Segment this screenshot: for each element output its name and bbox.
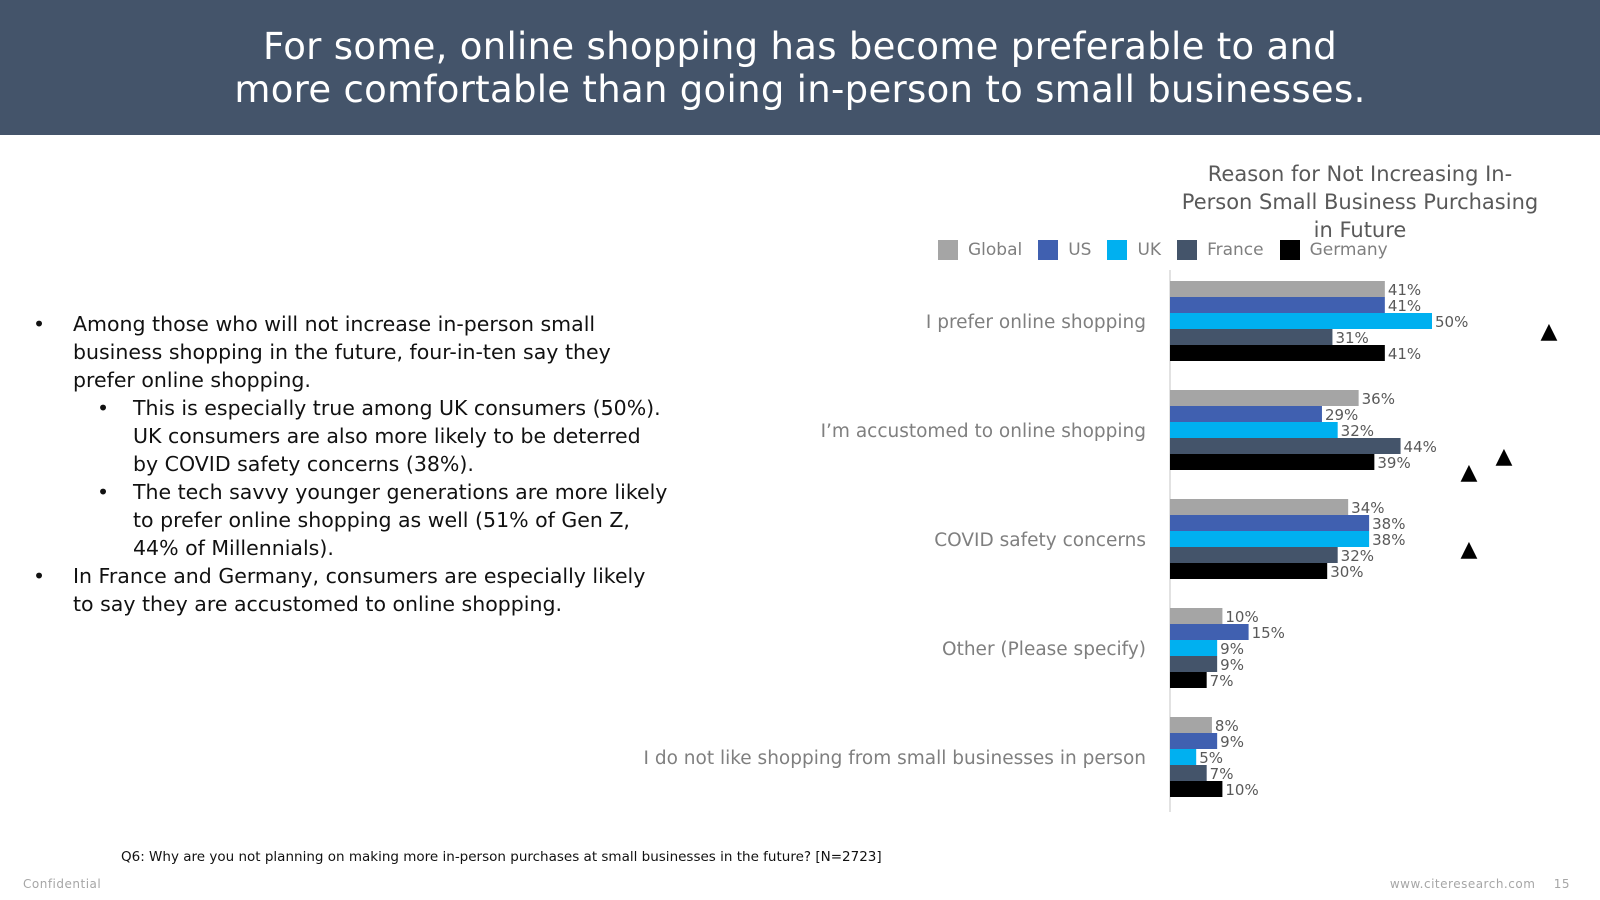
chart-legend: Global US UK France Germany (938, 238, 1404, 262)
data-label: 50% (1435, 313, 1468, 331)
key-findings: Among those who will not increase in-per… (28, 310, 668, 618)
category-label: COVID safety concerns (934, 530, 1146, 551)
bar-germany (1170, 345, 1385, 361)
bar-global (1170, 608, 1223, 624)
bar-germany (1170, 781, 1223, 797)
data-label: 5% (1199, 749, 1223, 767)
legend-label-germany: Germany (1309, 240, 1388, 260)
sub-bullet-1-text: This is especially true among UK consume… (133, 396, 661, 476)
bar-uk (1170, 749, 1197, 765)
significance-marker: ▲ (1461, 460, 1478, 485)
slide-title: For some, online shopping has become pre… (234, 25, 1365, 111)
data-label: 41% (1388, 297, 1421, 315)
data-label: 10% (1225, 781, 1258, 799)
footer-url: www.citeresearch.com (1389, 877, 1536, 891)
data-label: 7% (1210, 765, 1234, 783)
data-label: 41% (1388, 281, 1421, 299)
bar-france (1170, 438, 1401, 454)
legend-label-france: France (1207, 240, 1264, 260)
question-footnote: Q6: Why are you not planning on making m… (121, 849, 882, 865)
bullet-1: Among those who will not increase in-per… (28, 310, 668, 562)
data-label: 31% (1335, 329, 1368, 347)
data-label: 9% (1220, 640, 1244, 658)
data-label: 38% (1372, 531, 1405, 549)
legend-item-france: France (1177, 240, 1264, 260)
bar-global (1170, 717, 1212, 733)
bar-us (1170, 624, 1249, 640)
data-label: 7% (1210, 672, 1234, 690)
bullet-2-text: In France and Germany, consumers are esp… (73, 564, 646, 616)
footer-right: www.citeresearch.com 15 (1390, 877, 1570, 891)
header-banner: For some, online shopping has become pre… (0, 0, 1600, 135)
bar-uk (1170, 531, 1370, 547)
legend-swatch-global (938, 240, 958, 260)
chart-title-line-2: Person Small Business Purchasing (1181, 190, 1539, 214)
slide-title-line-2: more comfortable than going in-person to… (234, 67, 1366, 111)
data-label: 29% (1325, 406, 1358, 424)
legend-swatch-uk (1107, 240, 1128, 260)
bar-france (1170, 765, 1207, 781)
bar-uk (1170, 422, 1338, 438)
legend-label-global: Global (968, 240, 1023, 260)
chart-title-line-1: Reason for Not Increasing In- (1207, 162, 1513, 186)
legend-item-germany: Germany (1279, 240, 1388, 260)
chart-title: Reason for Not Increasing In- Person Sma… (1155, 160, 1565, 244)
bar-global (1170, 499, 1349, 515)
bar-uk (1170, 313, 1432, 329)
data-label: 9% (1220, 656, 1244, 674)
data-label: 36% (1362, 390, 1395, 408)
chart-title-line-3: in Future (1313, 218, 1407, 242)
confidential-label: Confidential (23, 877, 102, 891)
data-label: 15% (1252, 624, 1285, 642)
slide-title-line-1: For some, online shopping has become pre… (262, 24, 1338, 68)
category-label: I’m accustomed to online shopping (821, 421, 1146, 442)
bar-germany (1170, 454, 1375, 470)
bar-global (1170, 390, 1359, 406)
legend-item-us: US (1038, 240, 1091, 260)
bar-global (1170, 281, 1385, 297)
bar-uk (1170, 640, 1218, 656)
data-label: 8% (1215, 717, 1239, 735)
data-label: 32% (1341, 547, 1374, 565)
significance-marker: ▲ (1461, 537, 1478, 562)
data-label: 39% (1377, 454, 1410, 472)
data-label: 10% (1225, 608, 1258, 626)
bar-us (1170, 297, 1385, 313)
data-label: 34% (1351, 499, 1384, 517)
bar-germany (1170, 672, 1207, 688)
legend-item-uk: UK (1107, 240, 1161, 260)
bar-france (1170, 329, 1333, 345)
category-label: Other (Please specify) (942, 639, 1146, 660)
bullet-1-text: Among those who will not increase in-per… (73, 312, 611, 392)
legend-swatch-germany (1279, 240, 1300, 260)
bar-france (1170, 547, 1338, 563)
category-label: I prefer online shopping (926, 312, 1146, 333)
data-label: 30% (1330, 563, 1363, 581)
data-label: 38% (1372, 515, 1405, 533)
bar-germany (1170, 563, 1328, 579)
sub-bullet-2-text: The tech savvy younger generations are m… (133, 480, 668, 560)
significance-marker: ▲ (1541, 319, 1558, 344)
bar-us (1170, 515, 1370, 531)
bullet-2: In France and Germany, consumers are esp… (28, 562, 668, 618)
legend-label-us: US (1068, 240, 1092, 260)
legend-swatch-us (1038, 240, 1059, 260)
data-label: 9% (1220, 733, 1244, 751)
bar-us (1170, 406, 1322, 422)
legend-label-uk: UK (1137, 240, 1162, 260)
bar-us (1170, 733, 1218, 749)
sub-bullet-2: The tech savvy younger generations are m… (73, 478, 668, 562)
legend-item-global: Global (938, 240, 1022, 260)
category-label: I do not like shopping from small busine… (644, 748, 1147, 769)
legend-swatch-france (1177, 240, 1198, 260)
significance-marker: ▲ (1496, 444, 1513, 469)
data-label: 32% (1341, 422, 1374, 440)
data-label: 44% (1404, 438, 1437, 456)
page-number: 15 (1553, 877, 1570, 891)
data-label: 41% (1388, 345, 1421, 363)
bar-france (1170, 656, 1218, 672)
sub-bullet-1: This is especially true among UK consume… (73, 394, 668, 478)
